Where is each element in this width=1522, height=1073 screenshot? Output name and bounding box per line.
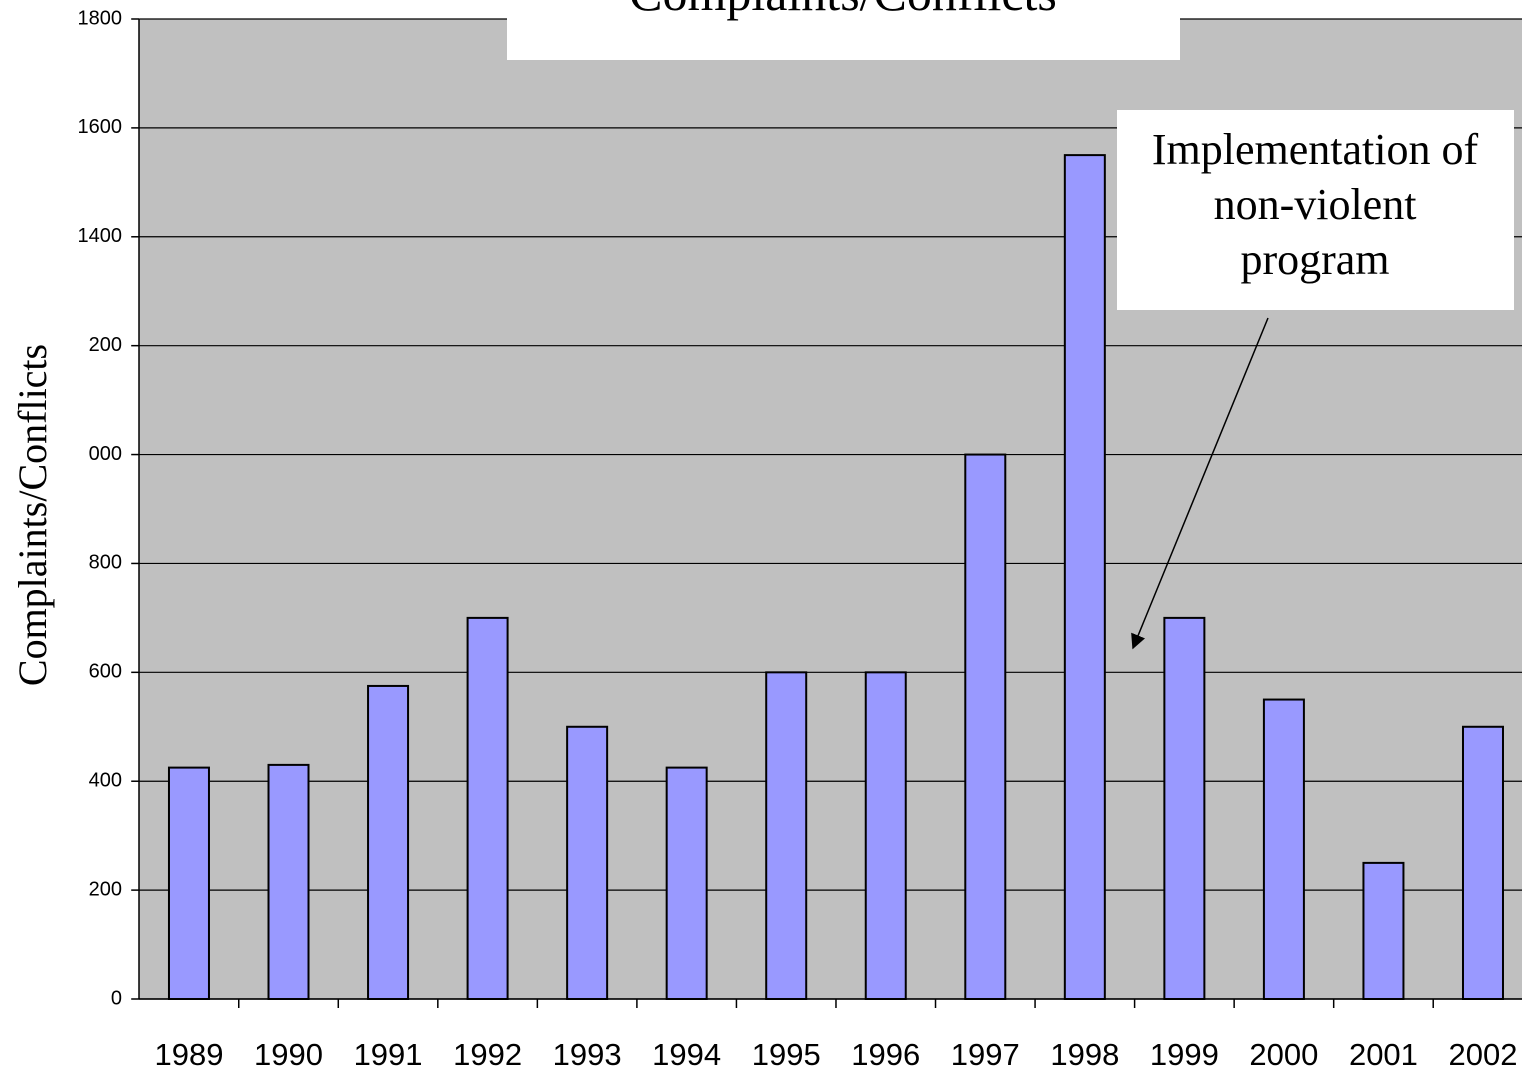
y-tick-label: 200 [89,334,122,356]
x-tick-label: 2001 [1349,1037,1418,1072]
annotation-line: Implementation of [1152,125,1479,174]
bar [864,671,907,1000]
x-tick-label: 2002 [1449,1037,1518,1072]
bar [1063,154,1106,1001]
bar [1461,725,1504,1000]
bar [1262,698,1305,1000]
x-tick-label: 1990 [254,1037,323,1072]
bar [267,763,310,1001]
y-tick-label: 1600 [78,116,123,138]
bar [1163,616,1206,1001]
y-tick-label: 400 [89,770,122,792]
x-tick-label: 1997 [951,1037,1020,1072]
y-tick-label: 0 [111,987,122,1009]
x-tick-label: 1996 [851,1037,920,1072]
bar [964,453,1007,1000]
bar [466,616,509,1001]
x-tick-label: 1992 [453,1037,522,1072]
x-tick-label: 1989 [154,1037,223,1072]
bar [1362,861,1405,1001]
bar [765,671,808,1000]
bar [167,766,210,1000]
x-tick-label: 1993 [553,1037,622,1072]
bar [566,725,609,1000]
x-tick-label: 1994 [652,1037,721,1072]
y-tick-label: 200 [89,878,122,900]
y-tick-label: 600 [89,661,122,683]
bar [367,684,410,1000]
y-tick-label: 800 [89,552,122,574]
annotation-line: non-violent [1214,180,1417,229]
title-box [507,0,1180,60]
y-tick-label: 000 [89,443,122,465]
x-tick-label: 2000 [1249,1037,1318,1072]
annotation-line: program [1240,235,1389,284]
annotation-box [1117,110,1514,310]
x-tick-label: 1998 [1050,1037,1119,1072]
x-tick-label: 1991 [354,1037,423,1072]
y-axis-label: Complaints/Conflicts [10,344,55,686]
y-tick-label: 1400 [78,225,123,247]
annotation-arrow [1131,317,1269,650]
y-tick-label: 1800 [78,7,123,29]
x-tick-label: 1999 [1150,1037,1219,1072]
bar [665,766,708,1000]
chart-title: Complaints/Conflicts [629,0,1057,21]
x-tick-label: 1995 [752,1037,821,1072]
